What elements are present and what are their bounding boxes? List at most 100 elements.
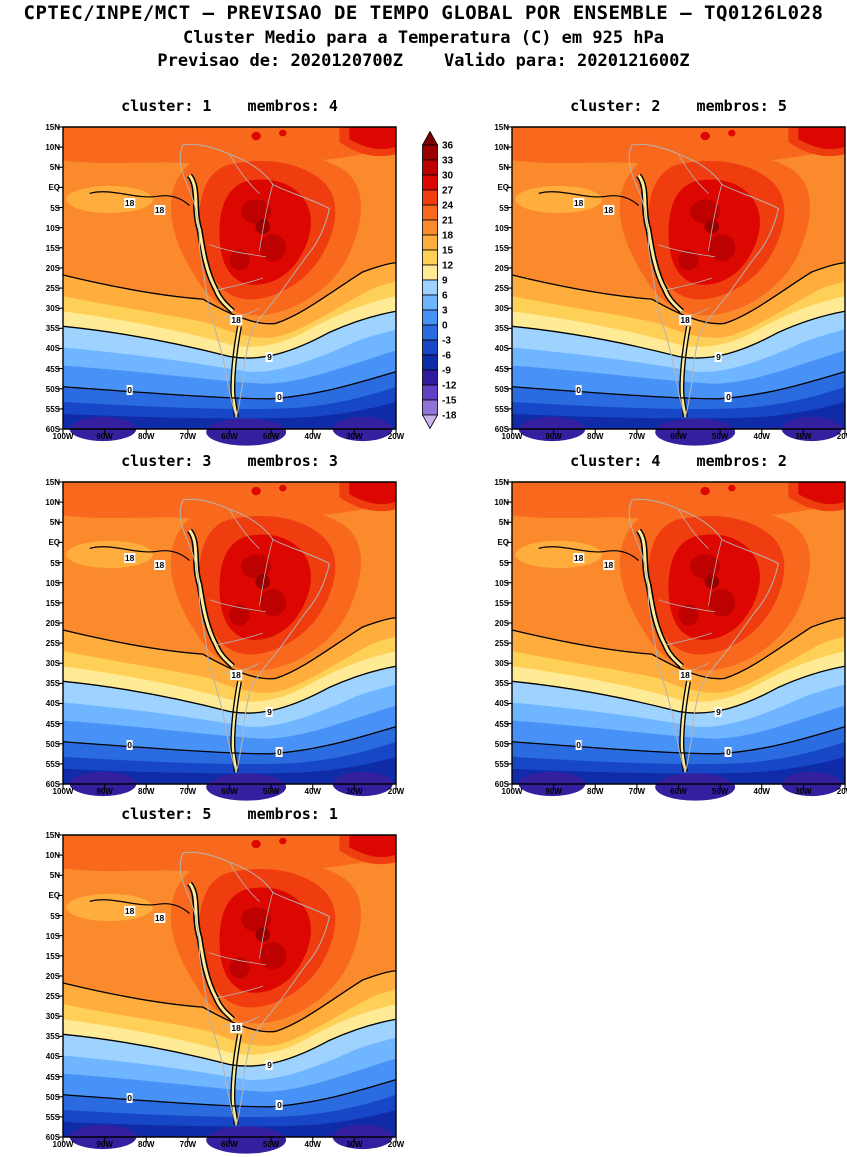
lat-tick-label: 30S [494, 304, 509, 314]
svg-text:33: 33 [442, 156, 454, 167]
contour-label-18: 18 [153, 560, 166, 571]
title-line-variable: Cluster Medio para a Temperatura (C) em … [182, 28, 665, 48]
lat-tick-label: 10N [45, 143, 60, 153]
contour-label-0: 0 [276, 392, 283, 403]
lat-tick-label: 15N [45, 831, 60, 840]
lon-tick-label: 60W [221, 1140, 238, 1149]
contour-label-18: 18 [679, 315, 691, 326]
lat-tick-label: 30S [45, 1012, 60, 1022]
lon-tick-label: 30W [346, 432, 363, 441]
lat-tick-label: 50S [494, 384, 509, 394]
lat-tick-label: 55S [45, 1112, 60, 1122]
contour-label-9: 9 [266, 1059, 273, 1070]
lat-tick-label: EQ [48, 538, 60, 548]
lat-tick-label: 20S [45, 971, 60, 981]
contour-label-18: 18 [230, 315, 242, 326]
contour-label-9: 9 [715, 706, 722, 717]
lat-tick-label: 35S [494, 324, 509, 334]
lat-tick-label: 10N [494, 143, 509, 153]
lat-tick-label: 20S [45, 618, 60, 628]
lon-tick-label: 50W [711, 787, 729, 796]
lat-tick-label: 5N [49, 871, 60, 881]
svg-text:15: 15 [442, 246, 454, 257]
lat-tick-label: 60S [494, 780, 509, 789]
lon-tick-label: 50W [262, 432, 280, 441]
lat-tick-label: 45S [494, 364, 509, 374]
lat-tick-label: 50S [45, 384, 60, 394]
temperature-contour-map [63, 482, 396, 801]
lat-tick-label: EQ [48, 183, 60, 193]
svg-text:9: 9 [442, 276, 448, 287]
lat-tick-label: EQ [497, 538, 509, 548]
lat-tick-label: 45S [45, 1072, 60, 1082]
lon-tick-label: 60W [670, 787, 687, 796]
contour-label-9: 9 [715, 351, 722, 362]
lat-tick-label: 15S [45, 598, 60, 608]
lat-tick-label: 5N [498, 163, 509, 173]
lon-tick-label: 90W [545, 432, 562, 441]
contour-label-0: 0 [575, 739, 582, 750]
panel-title-cluster-2: cluster: 2 membros: 5 [570, 97, 787, 115]
lat-tick-label: 25S [45, 992, 60, 1002]
contour-label-18: 18 [230, 670, 242, 681]
lon-tick-label: 20W [387, 432, 405, 441]
panel-title-cluster-1: cluster: 1 membros: 4 [121, 97, 338, 115]
lat-tick-label: 10S [45, 931, 60, 941]
panel-cluster-3: cluster: 3 membros: 3 18 18 18 9 0 0 15N 10N 5N E… [20, 452, 415, 802]
svg-text:6: 6 [442, 291, 448, 302]
contour-label-0: 0 [725, 392, 732, 403]
lat-tick-label: 20S [494, 263, 509, 273]
svg-text:-9: -9 [442, 366, 451, 377]
svg-text:18: 18 [442, 231, 454, 242]
lon-tick-label: 50W [262, 787, 280, 796]
lon-tick-label: 60W [221, 432, 238, 441]
contour-label-0: 0 [126, 384, 133, 395]
svg-text:-12: -12 [442, 381, 457, 392]
lat-tick-label: 20S [45, 263, 60, 273]
lat-tick-label: 25S [45, 284, 60, 294]
lat-tick-label: 40S [494, 699, 509, 709]
panel-cluster-5: cluster: 5 membros: 1 18 18 18 9 0 0 15N 10N 5N E… [20, 805, 415, 1155]
contour-label-18: 18 [123, 905, 136, 916]
lon-tick-label: 70W [179, 432, 197, 441]
svg-text:-3: -3 [442, 336, 451, 347]
svg-text:0: 0 [442, 321, 448, 332]
lat-tick-label: 25S [494, 284, 509, 294]
lat-tick-label: 30S [45, 659, 60, 669]
panel-cluster-4: cluster: 4 membros: 2 18 18 18 9 0 0 15N 10N 5N E… [469, 452, 847, 802]
contour-label-18: 18 [572, 197, 585, 208]
lat-tick-label: 20S [494, 618, 509, 628]
lon-tick-label: 80W [138, 787, 155, 796]
temperature-contour-map [63, 127, 396, 446]
lon-tick-label: 50W [262, 1140, 280, 1149]
lon-tick-label: 100W [52, 787, 74, 796]
lon-tick-label: 100W [501, 432, 523, 441]
lon-tick-label: 90W [545, 787, 562, 796]
svg-text:-15: -15 [442, 396, 457, 407]
contour-label-18: 18 [572, 552, 585, 563]
lat-tick-label: 30S [494, 659, 509, 669]
lat-tick-label: 45S [45, 719, 60, 729]
temperature-contour-map [512, 127, 845, 446]
lon-tick-label: 40W [304, 787, 321, 796]
lat-tick-label: 55S [45, 759, 60, 769]
lon-tick-label: 70W [628, 432, 646, 441]
lat-tick-label: 10S [494, 223, 509, 233]
lat-tick-label: 35S [45, 679, 60, 689]
svg-text:24: 24 [442, 201, 454, 212]
lon-tick-label: 30W [346, 787, 363, 796]
lat-tick-label: 35S [494, 679, 509, 689]
lat-tick-label: 60S [494, 425, 509, 434]
contour-label-18: 18 [602, 560, 615, 571]
svg-text:27: 27 [442, 186, 454, 197]
lat-tick-label: 55S [494, 404, 509, 414]
lon-tick-label: 70W [179, 787, 197, 796]
lon-tick-label: 40W [304, 1140, 321, 1149]
temperature-contour-map [63, 835, 396, 1154]
lon-tick-label: 60W [221, 787, 238, 796]
contour-label-9: 9 [266, 351, 273, 362]
svg-text:12: 12 [442, 261, 454, 272]
lat-tick-label: 5S [499, 558, 509, 568]
lat-tick-label: EQ [48, 891, 60, 901]
